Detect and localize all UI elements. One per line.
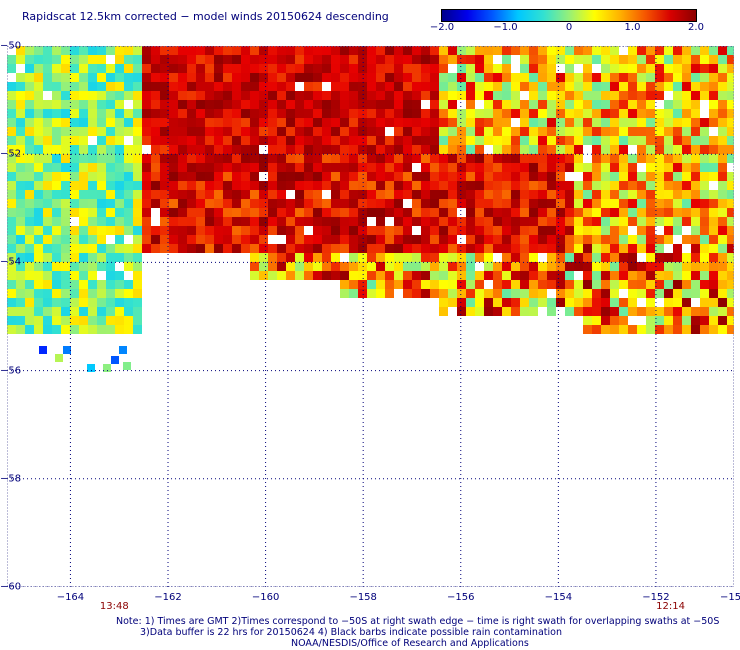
colorbar-tick-label: 1.0 [624, 22, 641, 33]
latitude-label: −54 [0, 256, 22, 268]
swath-time-label: 12:14 [656, 601, 685, 612]
swath-time-label: 13:48 [99, 601, 129, 612]
longitude-label: −150 [720, 592, 740, 603]
plot-frame [7, 46, 734, 587]
longitude-label: −156 [447, 592, 475, 603]
note-line-3: NOAA/NESDIS/Office of Research and Appli… [291, 638, 529, 649]
data-cells [7, 46, 734, 372]
latitude-label: −60 [0, 581, 22, 593]
note-line-2: 3)Data buffer is 22 hrs for 20150624 4) … [140, 627, 562, 638]
colorbar-tick-label: −1.0 [493, 22, 518, 33]
latitude-label: −58 [0, 473, 22, 485]
longitude-label: −162 [154, 592, 182, 603]
plot-title: Rapidscat 12.5km corrected − model winds… [22, 10, 389, 23]
note-line-1: Note: 1) Times are GMT 2)Times correspon… [116, 616, 720, 627]
latitude-label: −50 [0, 40, 22, 52]
colorbar-tick-label: −2.0 [429, 22, 455, 33]
colorbar-tick-label: 0 [565, 22, 573, 33]
colorbar [441, 9, 697, 22]
colorbar-tick-label: 2.0 [688, 22, 704, 33]
longitude-label: −164 [56, 592, 85, 603]
wind-difference-map [7, 46, 734, 587]
longitude-label: −152 [642, 592, 670, 603]
map-plot [7, 46, 734, 587]
latitude-label: −56 [0, 365, 22, 377]
longitude-label: −154 [544, 592, 573, 603]
longitude-label: −160 [251, 592, 280, 603]
latitude-label: −52 [0, 148, 22, 160]
longitude-label: −158 [349, 592, 377, 603]
